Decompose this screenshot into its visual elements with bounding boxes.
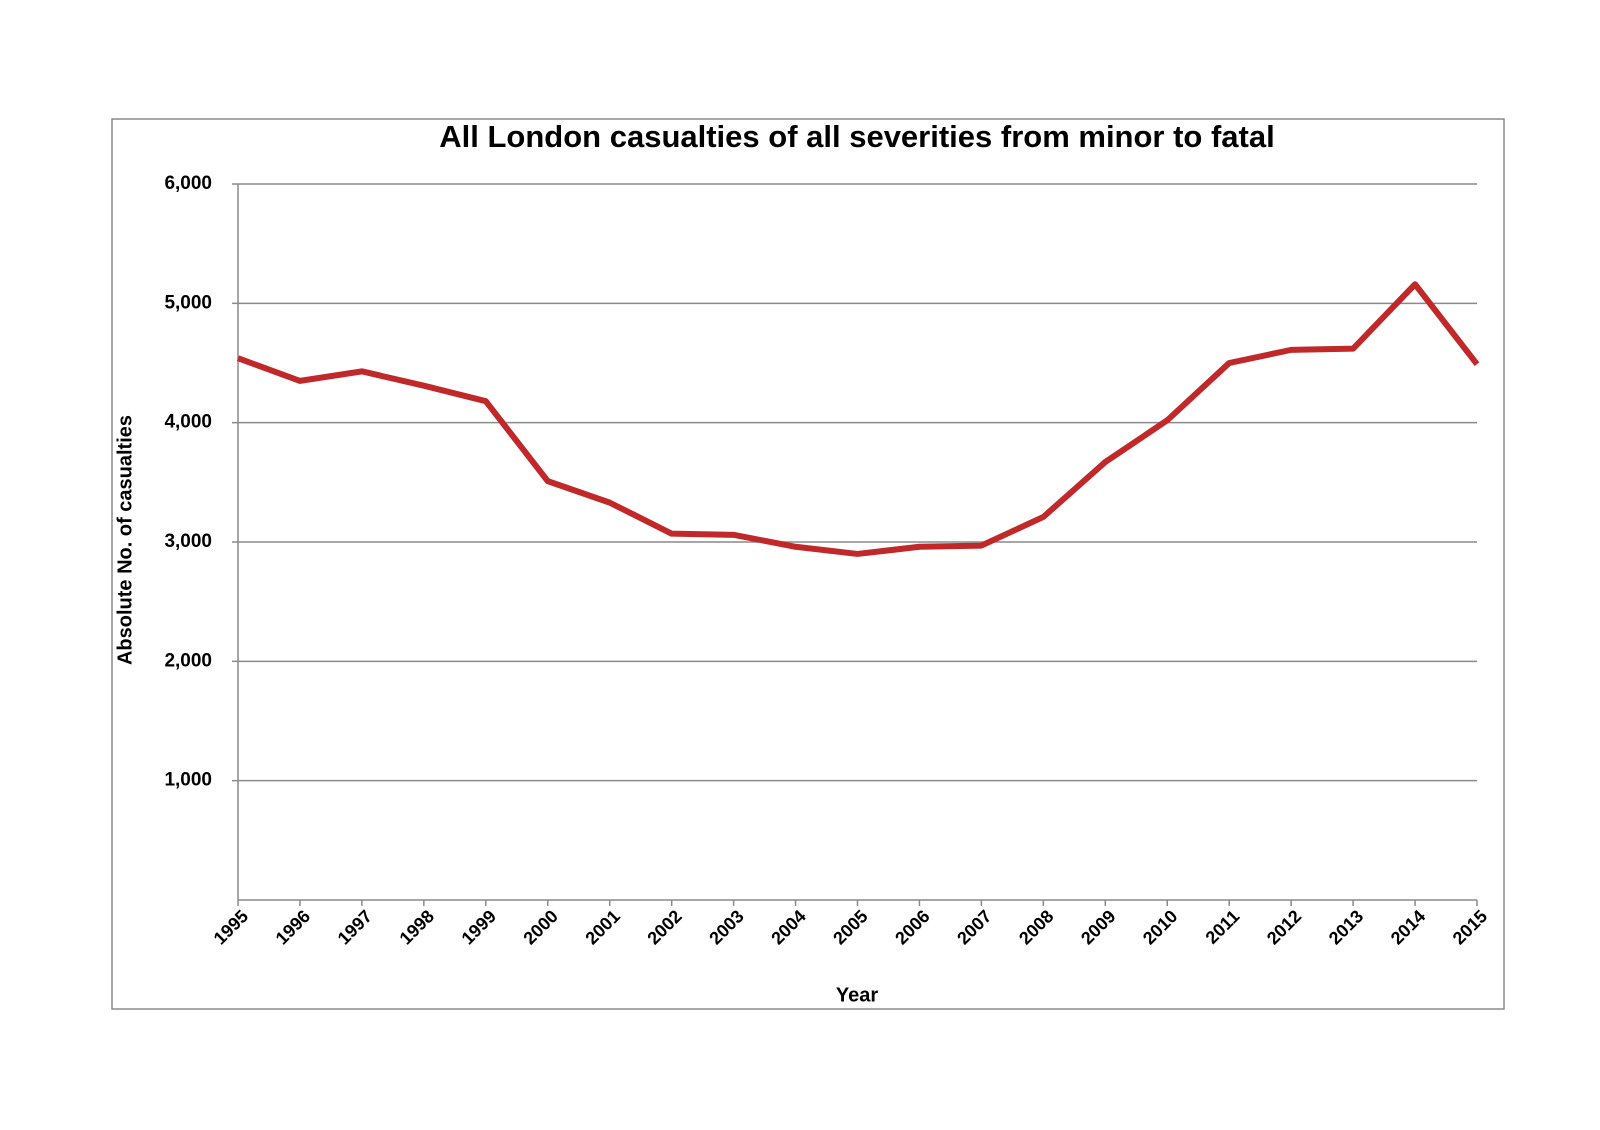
x-tick-label: 1999 bbox=[458, 906, 500, 948]
x-tick-label: 1996 bbox=[272, 906, 314, 948]
x-tick-label: 2000 bbox=[519, 906, 561, 948]
x-tick-label: 2001 bbox=[581, 906, 623, 948]
x-tick-label: 2012 bbox=[1263, 906, 1305, 948]
x-tick-label: 2007 bbox=[953, 906, 995, 948]
x-tick-label: 1997 bbox=[334, 906, 376, 948]
x-axis-label: Year bbox=[836, 984, 878, 1006]
x-tick-label: 2011 bbox=[1202, 906, 1244, 948]
y-tick-label: 1,000 bbox=[164, 770, 212, 791]
x-tick-label: 2005 bbox=[829, 906, 871, 948]
x-tick-label: 2002 bbox=[643, 906, 685, 948]
y-tick-label: 5,000 bbox=[164, 292, 212, 313]
x-tick-label: 2010 bbox=[1139, 906, 1181, 948]
x-tick-label: 1998 bbox=[396, 906, 438, 948]
y-tick-label: 2,000 bbox=[164, 650, 212, 671]
y-axis-label: Absolute No. of casualties bbox=[114, 415, 136, 665]
x-tick-label: 2003 bbox=[705, 906, 747, 948]
x-tick-label: 1995 bbox=[210, 906, 252, 948]
y-tick-label: 4,000 bbox=[164, 412, 212, 433]
x-tick-label: 2004 bbox=[767, 906, 809, 948]
x-tick-label: 2008 bbox=[1015, 906, 1057, 948]
x-tick-label: 2006 bbox=[891, 906, 933, 948]
x-tick-label: 2009 bbox=[1077, 906, 1119, 948]
data-line bbox=[236, 281, 1480, 557]
x-tick-label: 2014 bbox=[1387, 906, 1429, 948]
chart-title: All London casualties of all severities … bbox=[439, 119, 1274, 154]
x-tick-label: 2015 bbox=[1449, 906, 1491, 948]
x-tick-label: 2013 bbox=[1325, 906, 1367, 948]
chart-frame bbox=[111, 118, 1505, 1010]
y-tick-label: 3,000 bbox=[164, 531, 212, 552]
y-tick-label: 6,000 bbox=[164, 173, 212, 194]
